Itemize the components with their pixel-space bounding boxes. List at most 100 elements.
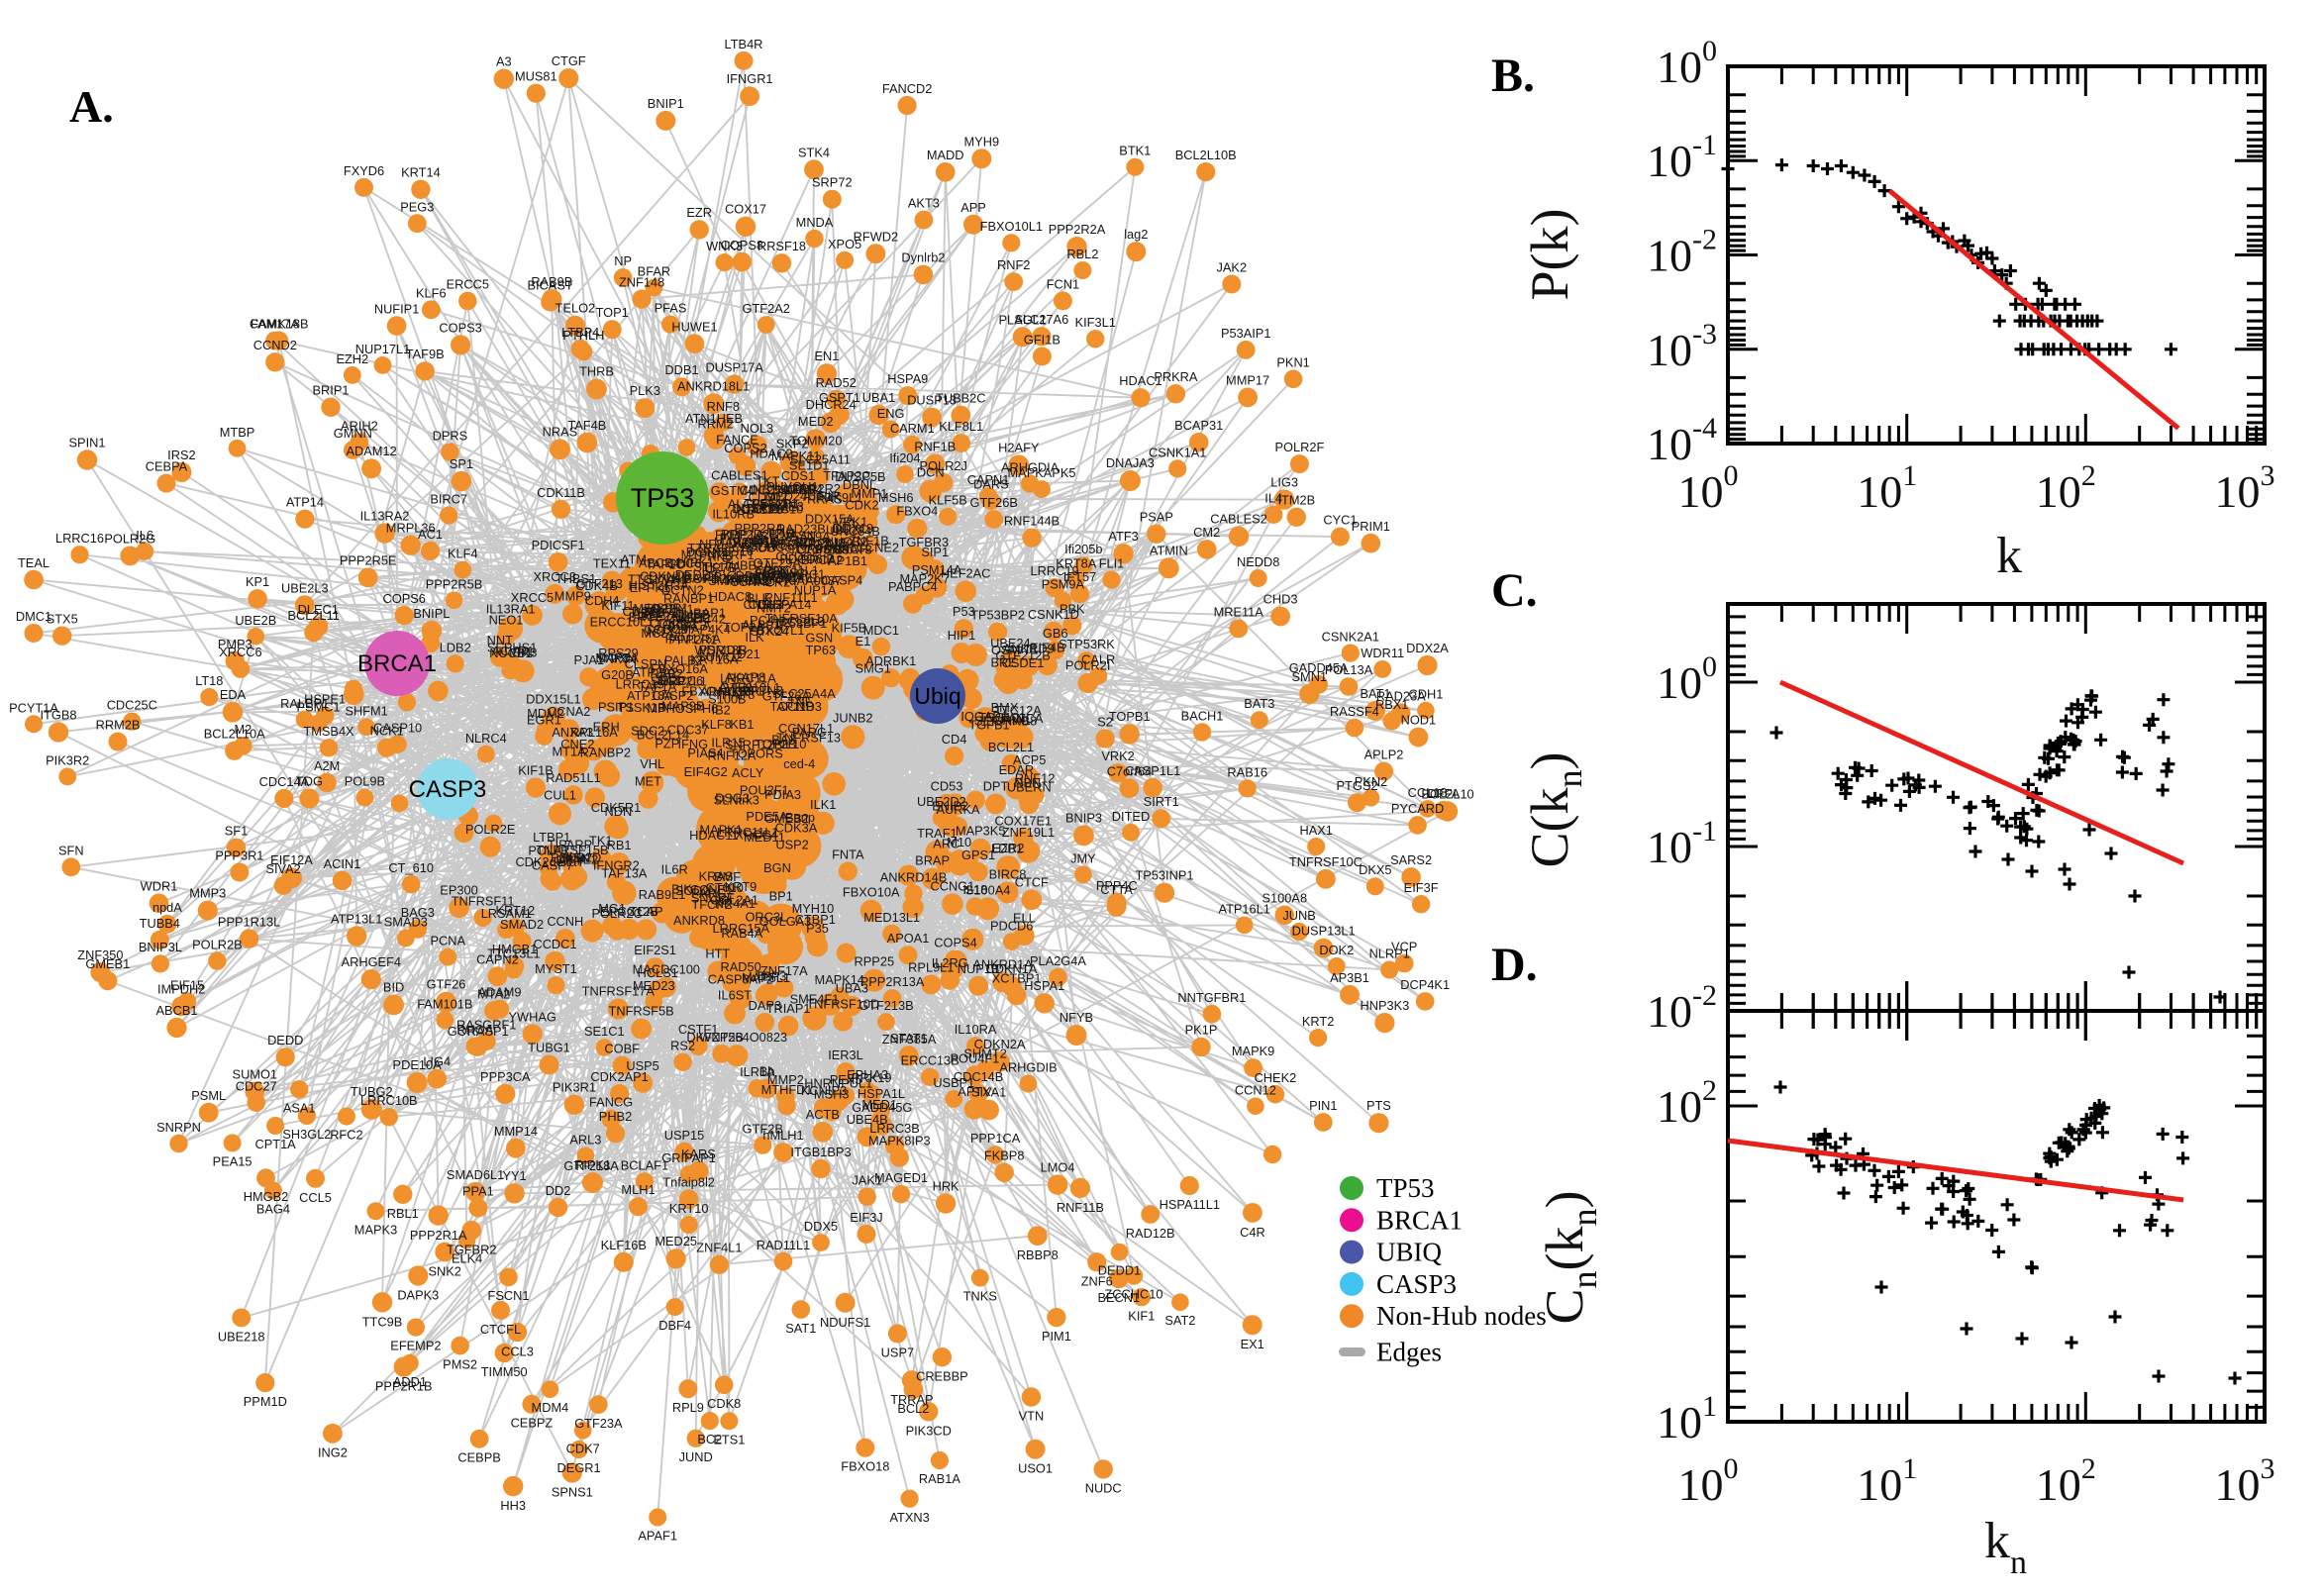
svg-text:SMN1: SMN1 [1292,669,1328,684]
svg-text:RPS29: RPS29 [598,646,639,660]
svg-text:KIF1: KIF1 [1128,1308,1155,1323]
svg-text:SMAD2: SMAD2 [500,917,544,932]
svg-text:JUNB2: JUNB2 [833,710,873,725]
svg-text:DMC1: DMC1 [16,609,51,624]
svg-text:RHOA: RHOA [456,1023,493,1038]
svg-text:ABCB1: ABCB1 [156,1003,198,1018]
svg-text:MLH1: MLH1 [621,1182,655,1197]
svg-text:ITGB8: ITGB8 [41,707,77,722]
svg-text:P35: P35 [806,921,829,936]
svg-text:hMLH1: hMLH1 [762,1128,803,1143]
svg-text:NUFIP1: NUFIP1 [374,301,420,316]
svg-text:IL10RB: IL10RB [712,506,755,521]
svg-text:PARG: PARG [691,885,726,900]
svg-text:SLC25A19A: SLC25A19A [760,529,831,544]
svg-text:Ubiq: Ubiq [914,683,960,709]
svg-text:MAP4K4: MAP4K4 [680,622,731,637]
svg-text:CASP10: CASP10 [373,721,422,736]
svg-text:EGR1: EGR1 [527,712,561,727]
svg-text:RB1: RB1 [607,838,632,852]
svg-text:USO1: USO1 [1018,1461,1053,1476]
svg-text:PSAP: PSAP [1140,510,1173,525]
svg-text:LIG4: LIG4 [423,1054,451,1069]
svg-text:RRAS: RRAS [807,492,843,507]
svg-text:DUSP13L1: DUSP13L1 [1292,924,1356,939]
svg-text:DCN: DCN [917,465,945,480]
svg-text:GTF213: GTF213 [576,576,623,591]
svg-text:TGFB3: TGFB3 [789,542,830,556]
svg-text:SAT2: SAT2 [1164,1313,1195,1328]
svg-text:RALBP1: RALBP1 [280,696,329,711]
svg-text:IL10RA: IL10RA [955,1022,997,1037]
svg-text:WT1: WT1 [1011,642,1038,656]
svg-text:CTCF: CTCF [1015,874,1049,889]
svg-text:MED2: MED2 [798,414,834,429]
svg-text:G20B: G20B [601,667,634,682]
svg-text:PPP2R4: PPP2R4 [734,521,782,536]
svg-text:DNAJA3: DNAJA3 [1106,455,1155,470]
svg-text:MTHFD1: MTHFD1 [761,1082,813,1097]
svg-text:ATP2A2: ATP2A2 [632,665,678,680]
svg-text:FKBP8: FKBP8 [984,1148,1025,1163]
svg-text:CTTA: CTTA [1100,882,1133,897]
svg-text:ATM: ATM [621,551,647,566]
svg-text:NTHL1: NTHL1 [736,501,776,516]
svg-text:PRK9L1: PRK9L1 [816,490,863,505]
svg-text:CCN12: CCN12 [1235,1082,1276,1097]
svg-text:LRSAM1: LRSAM1 [481,906,532,921]
svg-text:RNF8: RNF8 [707,399,740,414]
svg-text:PBK: PBK [1060,601,1085,616]
svg-text:PPP1CA: PPP1CA [970,1131,1021,1146]
svg-text:DITED: DITED [1112,809,1150,824]
svg-text:FNTA: FNTA [832,848,864,862]
svg-text:RASSF4: RASSF4 [1330,704,1379,719]
svg-text:FKBP1A: FKBP1A [715,528,764,543]
svg-text:DLEC1: DLEC1 [298,602,339,617]
svg-text:ATP14: ATP14 [286,495,324,510]
svg-text:SMAD3: SMAD3 [384,915,428,930]
svg-text:PIN1: PIN1 [1309,1098,1337,1113]
svg-text:KARS: KARS [681,1147,716,1161]
svg-text:D.: D. [1491,939,1538,991]
svg-text:CRADD: CRADD [732,540,777,554]
svg-text:BCL2L10A: BCL2L10A [204,727,265,742]
svg-text:CCDC9: CCDC9 [644,622,687,637]
svg-text:POLR2D: POLR2D [551,850,601,865]
svg-text:ANKRD9: ANKRD9 [1003,642,1055,656]
svg-text:PFAS: PFAS [655,301,687,316]
svg-text:MED23: MED23 [633,978,675,993]
svg-text:ENG: ENG [877,406,905,421]
svg-text:Tnfaip8l2: Tnfaip8l2 [662,1174,715,1189]
svg-text:MYH10: MYH10 [792,901,835,916]
svg-text:CCDC10: CCDC10 [753,502,803,517]
svg-text:MMP3: MMP3 [189,886,226,901]
svg-text:EX1: EX1 [1241,1337,1264,1351]
svg-text:HRK: HRK [933,1178,960,1193]
svg-text:HSPB1: HSPB1 [647,601,688,616]
svg-text:AVEN: AVEN [718,680,752,695]
svg-text:CD4: CD4 [942,732,967,747]
svg-text:RAB9B: RAB9B [531,274,572,289]
svg-text:UBA1: UBA1 [862,390,895,405]
svg-text:MSH2: MSH2 [675,610,711,625]
svg-text:RCHY1: RCHY1 [651,602,693,617]
svg-text:C(kn): C(kn) [1520,752,1589,868]
svg-text:MDM2: MDM2 [527,706,564,721]
svg-text:SNRP2L1: SNRP2L1 [651,674,707,689]
svg-text:NLRP1: NLRP1 [1369,947,1410,961]
svg-text:PKN2: PKN2 [1355,774,1387,789]
svg-text:WDR16: WDR16 [733,536,777,550]
svg-text:ERCC7: ERCC7 [629,610,671,625]
svg-text:ARHG10: ARHG10 [700,684,751,699]
svg-text:TOP2A: TOP2A [723,620,764,635]
svg-text:CDK7: CDK7 [566,1442,600,1456]
svg-text:MMP1: MMP1 [851,486,887,501]
svg-text:MET: MET [635,774,661,789]
svg-text:SE1C1: SE1C1 [584,1024,625,1039]
svg-text:VTN: VTN [1019,1409,1045,1424]
svg-text:FSCN1: FSCN1 [488,1288,530,1303]
svg-text:XCTBP1: XCTBP1 [992,971,1042,986]
svg-text:DCD: DCD [657,673,685,688]
svg-text:DEDD2: DEDD2 [675,567,718,582]
svg-text:GTF2B: GTF2B [743,1122,783,1137]
